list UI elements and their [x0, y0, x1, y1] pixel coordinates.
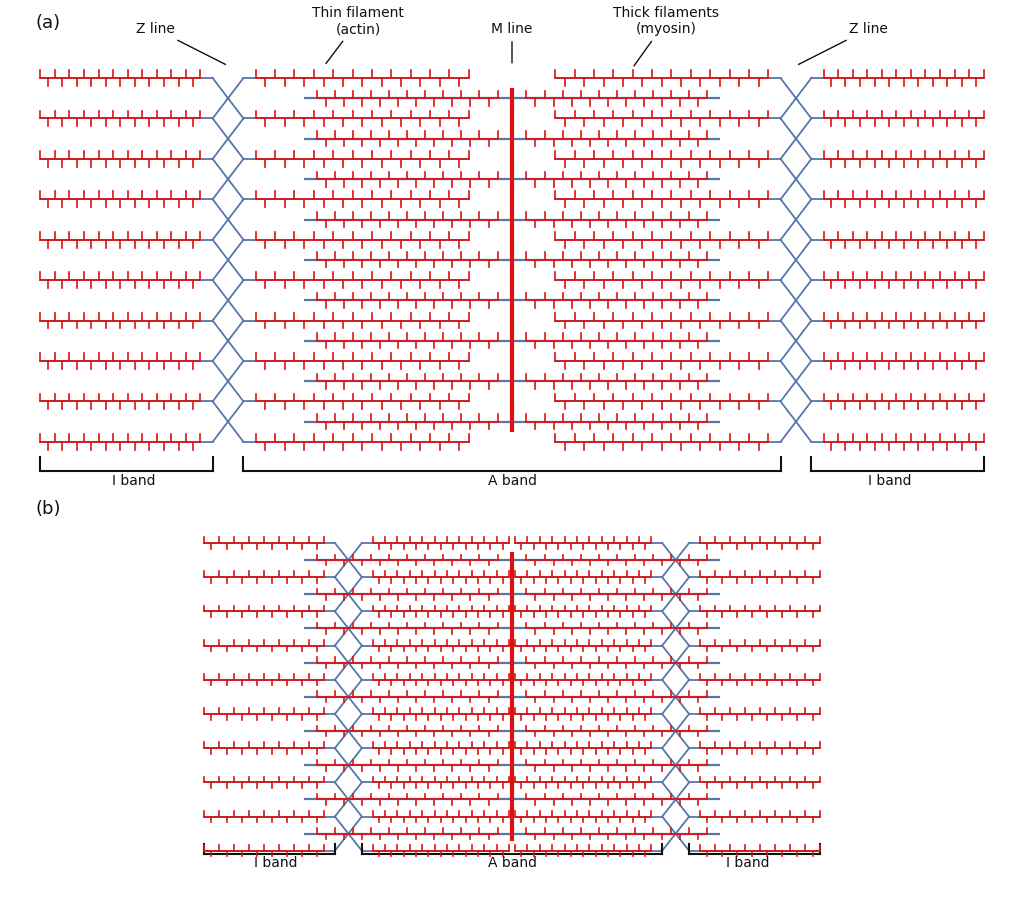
Text: M line: M line	[492, 22, 532, 63]
Text: Z line: Z line	[799, 22, 888, 64]
Text: Thin filament
(actin): Thin filament (actin)	[312, 6, 403, 63]
Text: A band: A band	[487, 474, 537, 488]
Text: I band: I band	[726, 857, 770, 870]
Text: I band: I band	[113, 474, 156, 488]
Text: A band: A band	[487, 857, 537, 870]
Text: Z line: Z line	[136, 22, 225, 64]
Text: I band: I band	[254, 857, 298, 870]
Text: (a): (a)	[36, 14, 60, 32]
Text: I band: I band	[868, 474, 911, 488]
Text: Thick filaments
(myosin): Thick filaments (myosin)	[613, 6, 719, 66]
Text: (b): (b)	[36, 501, 61, 518]
